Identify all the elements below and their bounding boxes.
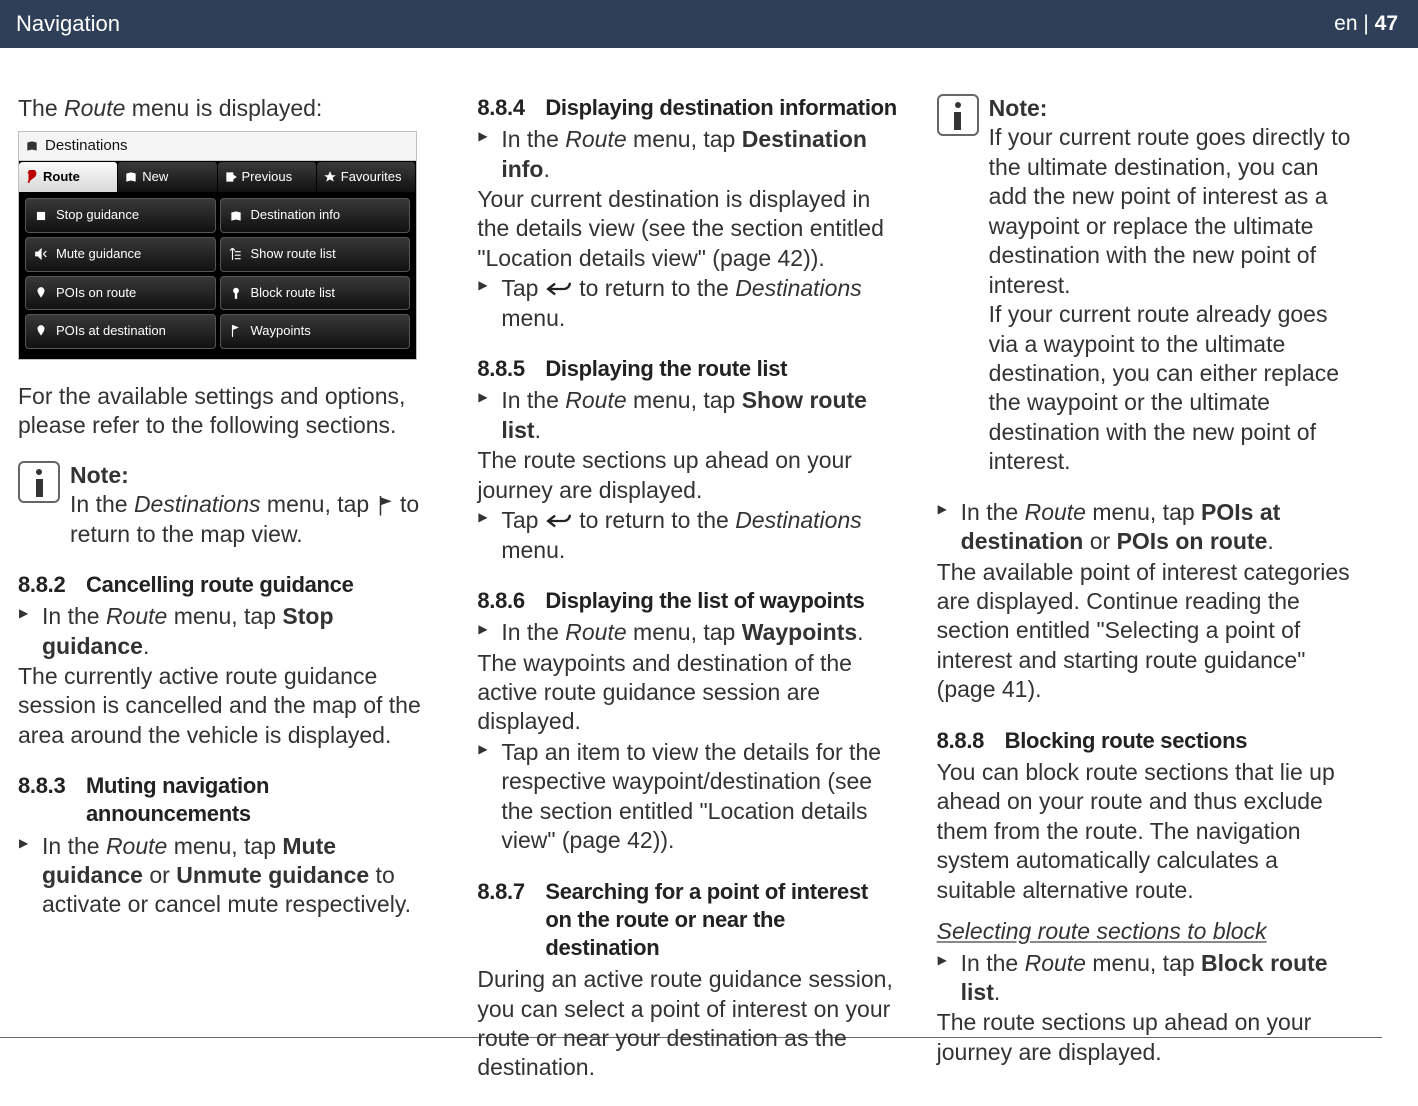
note-map-return: Note: In the Destinations menu, tap to r… [18,461,441,549]
step-back-885: Tap to return to the Destinations menu. [477,506,900,565]
block-icon [229,286,243,300]
info-icon [18,461,60,503]
btn-mute-guidance[interactable]: Mute guidance [25,237,216,272]
btn-show-route-list[interactable]: Show route list [220,237,411,272]
tab-favourites[interactable]: Favourites [317,161,416,193]
waypoints-icon [229,324,243,338]
screenshot-titlebar: Destinations [19,132,416,160]
note-poi: Note: If your current route goes directl… [937,94,1360,477]
note-body: Note: In the Destinations menu, tap to r… [70,461,441,549]
info-icon [937,94,979,136]
note-heading: Note: [989,94,1360,123]
column-3: Note: If your current route goes directl… [937,94,1360,1017]
note-text-2: If your current route already goes via a… [989,300,1360,477]
tab-new[interactable]: New [118,161,217,193]
step-destination-info: In the Route menu, tap Destination info. [477,125,900,184]
btn-stop-guidance[interactable]: Stop guidance [25,198,216,233]
favourites-tab-icon [323,170,337,184]
back-icon [545,279,573,299]
note-text: In the Destinations menu, tap to return … [70,490,441,549]
previous-tab-icon [224,170,238,184]
step-waypoint-details: Tap an item to view the details for the … [477,738,900,856]
text-8-8-5: The route sections up ahead on your jour… [477,446,900,505]
btn-pois-on-route[interactable]: POIs on route [25,276,216,311]
step-pois: In the Route menu, tap POIs at destinati… [937,498,1360,557]
btn-pois-at-destination[interactable]: POIs at destination [25,314,216,349]
step-mute-guidance: In the Route menu, tap Mute guidance or … [18,832,441,920]
back-icon [545,511,573,531]
after-screenshot-text: For the available settings and options, … [18,382,441,441]
text-8-8-6: The waypoints and destination of the act… [477,649,900,737]
text-8-8-8: You can block route sections that lie up… [937,758,1360,905]
text-block-result: The route sections up ahead on your jour… [937,1008,1360,1067]
btn-waypoints[interactable]: Waypoints [220,314,411,349]
tab-previous[interactable]: Previous [218,161,317,193]
subhead-selecting-block: Selecting route sections to block [937,917,1360,946]
note-body: Note: If your current route goes directl… [989,94,1360,477]
step-waypoints: In the Route menu, tap Waypoints. [477,618,900,647]
screenshot-body: Route New Previous Favourites Stop guida… [19,161,416,359]
intro-line: The Route menu is displayed: [18,94,441,123]
page-body: The Route menu is displayed: Destination… [0,48,1382,1038]
heading-8-8-8: 8.8.8Blocking route sections [937,727,1360,755]
step-stop-guidance: In the Route menu, tap Stop guidance. [18,602,441,661]
route-tab-icon [25,170,39,184]
step-show-route-list: In the Route menu, tap Show route list. [477,386,900,445]
map-flag-icon [376,494,394,516]
step-back-884: Tap to return to the Destinations menu. [477,274,900,333]
page-header: Navigation en | 47 [0,0,1418,48]
dest-info-icon [229,209,243,223]
heading-8-8-4: 8.8.4Displaying destination information [477,94,900,122]
note-heading: Note: [70,461,441,490]
text-8-8-2: The currently active route guidance sess… [18,662,441,750]
note-text-1: If your current route goes directly to t… [989,123,1360,300]
column-2: 8.8.4Displaying destination information … [477,94,900,1017]
route-menu-screenshot: Destinations Route New Previous Favourit… [18,131,417,359]
heading-8-8-5: 8.8.5Displaying the route list [477,355,900,383]
text-8-8-7: During an active route guidance session,… [477,965,900,1083]
poi-route-icon [34,286,48,300]
heading-8-8-7: 8.8.7Searching for a point of interest o… [477,878,900,962]
text-poi-categories: The available point of interest categori… [937,558,1360,705]
header-section: Navigation [16,10,120,38]
btn-block-route-list[interactable]: Block route list [220,276,411,311]
column-1: The Route menu is displayed: Destination… [18,94,441,1017]
route-list-icon [229,247,243,261]
btn-destination-info[interactable]: Destination info [220,198,411,233]
new-tab-icon [124,170,138,184]
screenshot-tabs: Route New Previous Favourites [19,161,416,193]
mute-icon [34,247,48,261]
header-page: en | 47 [1334,11,1398,38]
destinations-title-icon [25,139,39,153]
text-8-8-4: Your current destination is displayed in… [477,185,900,273]
heading-8-8-2: 8.8.2Cancelling route guidance [18,571,441,599]
heading-8-8-3: 8.8.3Muting navigation announcements [18,772,441,828]
tab-route[interactable]: Route [19,161,118,193]
poi-dest-icon [34,324,48,338]
heading-8-8-6: 8.8.6Displaying the list of waypoints [477,587,900,615]
screenshot-button-grid: Stop guidance Destination info Mute guid… [19,192,416,355]
stop-icon [34,209,48,223]
step-block-route-list: In the Route menu, tap Block route list. [937,949,1360,1008]
